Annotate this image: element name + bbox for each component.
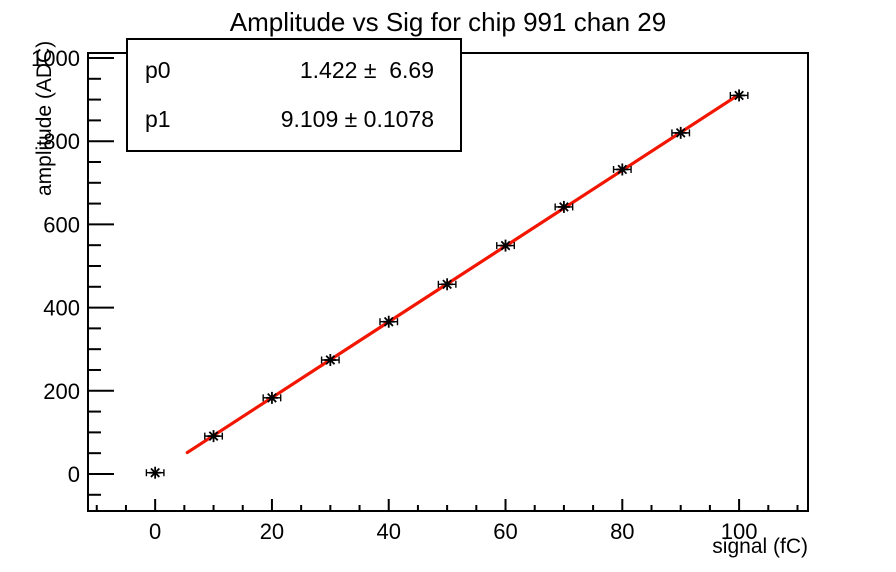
stats-row-p0: p0 1.422 ± 6.69 bbox=[128, 57, 460, 84]
stats-value-p1: 9.109 ± 0.1078 bbox=[280, 106, 434, 132]
plot-title: Amplitude vs Sig for chip 991 chan 29 bbox=[229, 7, 667, 37]
fit-line bbox=[185, 92, 741, 455]
x-tick-label: 80 bbox=[610, 519, 634, 544]
data-point-marker bbox=[320, 353, 340, 366]
stats-value-p0: 1.422 ± 6.69 bbox=[299, 57, 434, 83]
data-point-marker bbox=[262, 391, 282, 404]
data-point-marker bbox=[554, 200, 574, 213]
y-tick-label: 0 bbox=[68, 462, 80, 487]
fit-stats-box: p0 1.422 ± 6.69 p1 9.109 ± 0.1078 bbox=[126, 38, 462, 152]
y-tick-label: 400 bbox=[43, 296, 80, 321]
y-tick-label: 1000 bbox=[31, 46, 80, 71]
x-tick-label: 20 bbox=[260, 519, 284, 544]
data-point-marker bbox=[437, 278, 457, 291]
stats-label-p1: p1 bbox=[145, 106, 171, 132]
x-tick-label: 60 bbox=[493, 519, 517, 544]
y-tick-label: 600 bbox=[43, 212, 80, 237]
y-axis-ticks bbox=[88, 56, 114, 496]
y-axis-title: amplitude (ADC) bbox=[33, 40, 56, 196]
data-point-marker bbox=[496, 239, 515, 252]
y-tick-label: 200 bbox=[43, 379, 80, 404]
data-point-marker bbox=[204, 430, 224, 443]
stats-label-p0: p0 bbox=[145, 57, 171, 83]
data-point-marker bbox=[671, 126, 691, 139]
x-tick-label: 40 bbox=[376, 519, 400, 544]
data-point-marker bbox=[145, 466, 165, 479]
x-axis-tick-labels: 0 20 40 60 80 100 bbox=[149, 519, 757, 544]
stats-row-p1: p1 9.109 ± 0.1078 bbox=[128, 106, 460, 133]
data-point-marker bbox=[729, 89, 749, 102]
x-tick-label: 100 bbox=[721, 519, 758, 544]
data-point-marker bbox=[379, 315, 399, 328]
x-axis-title: signal (fC) bbox=[712, 535, 808, 558]
x-tick-label: 0 bbox=[149, 519, 161, 544]
data-point-marker bbox=[612, 163, 632, 176]
y-tick-label: 800 bbox=[43, 129, 80, 154]
x-axis-ticks bbox=[95, 499, 799, 511]
data-points bbox=[145, 89, 749, 479]
y-axis-tick-labels: 0 200 400 600 800 1000 bbox=[31, 46, 80, 487]
